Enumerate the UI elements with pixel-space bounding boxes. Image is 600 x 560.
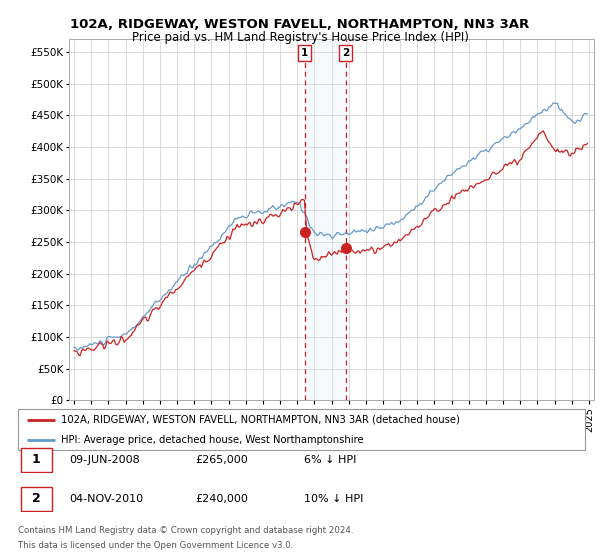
Text: 10% ↓ HPI: 10% ↓ HPI xyxy=(305,494,364,504)
Text: Price paid vs. HM Land Registry's House Price Index (HPI): Price paid vs. HM Land Registry's House … xyxy=(131,31,469,44)
Text: This data is licensed under the Open Government Licence v3.0.: This data is licensed under the Open Gov… xyxy=(18,541,293,550)
Text: 1: 1 xyxy=(301,48,308,58)
Text: 09-JUN-2008: 09-JUN-2008 xyxy=(70,455,140,465)
Text: 04-NOV-2010: 04-NOV-2010 xyxy=(70,494,143,504)
Text: 2: 2 xyxy=(32,492,41,506)
FancyBboxPatch shape xyxy=(18,409,585,450)
Text: HPI: Average price, detached house, West Northamptonshire: HPI: Average price, detached house, West… xyxy=(61,435,364,445)
Text: 102A, RIDGEWAY, WESTON FAVELL, NORTHAMPTON, NN3 3AR (detached house): 102A, RIDGEWAY, WESTON FAVELL, NORTHAMPT… xyxy=(61,415,460,424)
FancyBboxPatch shape xyxy=(21,447,52,472)
Text: £265,000: £265,000 xyxy=(196,455,248,465)
FancyBboxPatch shape xyxy=(21,487,52,511)
Text: 6% ↓ HPI: 6% ↓ HPI xyxy=(305,455,357,465)
Bar xyxy=(305,39,346,400)
Text: 2: 2 xyxy=(342,48,350,58)
Text: Contains HM Land Registry data © Crown copyright and database right 2024.: Contains HM Land Registry data © Crown c… xyxy=(18,526,353,535)
Text: 102A, RIDGEWAY, WESTON FAVELL, NORTHAMPTON, NN3 3AR: 102A, RIDGEWAY, WESTON FAVELL, NORTHAMPT… xyxy=(70,18,530,31)
Text: £240,000: £240,000 xyxy=(196,494,248,504)
Text: 1: 1 xyxy=(32,453,41,466)
